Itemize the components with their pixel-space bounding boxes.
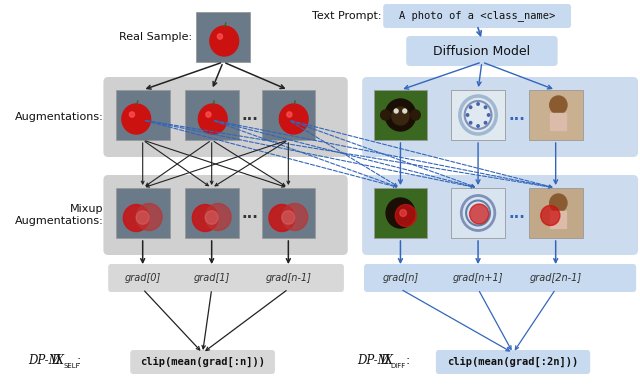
Text: ...: ... [508,107,525,122]
Text: grad[2n-1]: grad[2n-1] [530,273,582,283]
Text: grad[n-1]: grad[n-1] [266,273,311,283]
FancyBboxPatch shape [130,350,275,374]
Text: clip(mean(grad[:2n])): clip(mean(grad[:2n])) [447,357,579,367]
Bar [185,188,239,238]
FancyBboxPatch shape [108,264,344,292]
Bar [262,90,315,140]
Text: Text Prompt:: Text Prompt: [312,11,381,21]
FancyBboxPatch shape [364,264,636,292]
Text: DP-M: DP-M [29,355,61,368]
Text: DP-M: DP-M [357,355,390,368]
Text: ...: ... [508,206,525,221]
Text: clip(mean(grad[:n])): clip(mean(grad[:n])) [140,357,265,367]
Circle shape [394,109,398,113]
Circle shape [477,125,479,127]
Bar [451,188,505,238]
Circle shape [550,96,567,114]
Circle shape [484,106,486,109]
Text: :: : [405,355,410,368]
Circle shape [218,34,223,39]
Circle shape [550,194,567,212]
Circle shape [411,110,420,120]
Text: grad[0]: grad[0] [125,273,161,283]
FancyBboxPatch shape [104,77,348,157]
Text: grad[n]: grad[n] [382,273,419,283]
Text: ...: ... [241,206,259,221]
FancyBboxPatch shape [362,175,638,255]
Bar [374,90,428,140]
Bar [262,188,315,238]
Circle shape [392,107,409,125]
Circle shape [122,104,150,134]
Circle shape [129,112,134,117]
Circle shape [205,204,231,231]
FancyBboxPatch shape [406,36,557,66]
Bar [374,188,428,238]
Bar [529,90,582,140]
Text: IX: IX [52,355,65,368]
Bar [550,112,566,130]
Circle shape [287,112,292,117]
Text: Diffusion Model: Diffusion Model [433,45,531,57]
Circle shape [381,110,390,120]
Circle shape [192,204,218,231]
Circle shape [477,103,479,105]
Text: SELF: SELF [63,363,80,369]
Text: :: : [77,355,81,368]
Circle shape [386,198,415,228]
FancyBboxPatch shape [362,77,638,157]
Circle shape [403,109,406,113]
Circle shape [279,104,308,134]
Text: grad[n+1]: grad[n+1] [453,273,503,283]
Text: Augmentations:: Augmentations: [15,112,104,122]
Circle shape [136,211,149,224]
Text: A photo of a <class_name>: A photo of a <class_name> [399,10,556,22]
Circle shape [282,211,295,224]
Circle shape [470,204,489,224]
Circle shape [136,204,162,231]
Circle shape [206,112,211,117]
Circle shape [396,204,417,226]
Bar [550,211,566,228]
Circle shape [282,204,308,231]
Circle shape [488,114,490,116]
Text: DIFF: DIFF [390,363,405,369]
Circle shape [469,122,472,124]
Text: ...: ... [241,107,259,122]
Circle shape [385,99,416,131]
Bar [196,12,250,62]
Circle shape [124,204,149,231]
Circle shape [469,106,472,109]
Circle shape [269,204,295,231]
Text: Real Sample:: Real Sample: [120,32,193,42]
Bar [116,90,170,140]
FancyBboxPatch shape [436,350,590,374]
Text: Augmentations:: Augmentations: [15,216,104,226]
Circle shape [210,26,239,56]
Bar [529,188,582,238]
Text: IX: IX [380,355,394,368]
Circle shape [467,114,468,116]
Bar [185,90,239,140]
Circle shape [484,122,486,124]
Circle shape [198,104,227,134]
FancyBboxPatch shape [383,4,571,28]
Circle shape [205,211,218,224]
Text: Mixup: Mixup [70,204,104,214]
Circle shape [541,206,560,226]
Bar [451,90,505,140]
Text: grad[1]: grad[1] [193,273,230,283]
Bar [116,188,170,238]
Circle shape [400,209,406,216]
FancyBboxPatch shape [104,175,348,255]
